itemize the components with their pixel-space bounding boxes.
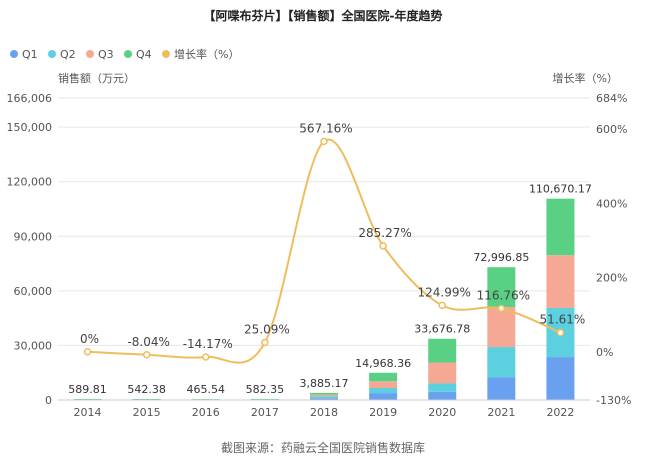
bar-total-label: 589.81	[68, 383, 107, 396]
bar-q2-2019	[369, 387, 398, 394]
y-left-tick-label: 0	[45, 394, 52, 407]
x-tick-label: 2016	[192, 406, 220, 419]
x-tick-label: 2020	[428, 406, 456, 419]
growth-line	[83, 137, 565, 364]
bar-q1-2018	[310, 398, 338, 400]
growth-point	[556, 328, 565, 337]
bar-q3-2021	[487, 307, 516, 348]
y-right-tick-label: -130%	[596, 394, 631, 407]
legend-marker-q4	[124, 50, 132, 58]
bar-q4-2021	[487, 267, 516, 308]
legend-marker-growth	[162, 50, 170, 58]
bar-q3-2022	[546, 255, 575, 308]
y-right-tick-label: 0%	[596, 346, 613, 359]
bar-q3-2020	[428, 362, 457, 384]
bar-total-label: 14,968.36	[355, 357, 411, 370]
grid	[58, 97, 590, 401]
y-left-tick-label: 150,000	[7, 121, 53, 134]
legend-label-q4: Q4	[136, 48, 152, 61]
bar-q4-2022	[546, 198, 575, 256]
y-right-tick-label: 684%	[596, 92, 627, 105]
bar-q4-2018	[310, 392, 338, 395]
bar-q2-2018	[310, 396, 338, 399]
legend-marker-q2	[48, 50, 56, 58]
axes: 0 30,000 60,000 90,000 120,000 150,000 166,006…	[7, 92, 632, 419]
y-axis-left-label: 销售额（万元）	[58, 71, 135, 85]
x-tick-label: 2019	[369, 406, 397, 419]
legend-label-growth: 增长率（%）	[174, 47, 239, 61]
bar-q4-2015	[132, 399, 161, 400]
legend-label-q3: Q3	[98, 48, 114, 61]
bar-total-label: 542.38	[127, 383, 166, 396]
legend: Q1 Q2 Q3 Q4 增长率（%）	[10, 47, 239, 61]
y-left-tick-label: 90,000	[14, 230, 53, 243]
source-note: 截图来源：药融云全国医院销售数据库	[221, 440, 425, 455]
bar-q4-2020	[428, 338, 457, 363]
growth-point	[142, 351, 151, 359]
bar-q1-2020	[428, 391, 457, 400]
bar-total-label: 582.35	[246, 383, 285, 396]
growth-point	[379, 242, 387, 250]
growth-label: 124.99%	[418, 285, 471, 299]
x-tick-label: 2022	[546, 406, 574, 419]
x-tick-label: 2021	[487, 406, 515, 419]
growth-point	[202, 353, 210, 361]
y-right-tick-label: 400%	[596, 197, 627, 210]
growth-label: 285.27%	[358, 226, 411, 240]
bar-total-label: 33,676.78	[414, 323, 470, 336]
y-right-tick-label: 200%	[596, 272, 627, 285]
y-right-tick-label: 600%	[596, 123, 627, 136]
chart-title: 【阿喋布芬片】【销售额】全国医院-年度趋势	[204, 8, 443, 23]
growth-label: 567.16%	[299, 121, 352, 135]
bar-q4-2016	[191, 399, 220, 400]
bar-total-label: 72,996.85	[473, 251, 529, 264]
growth-label: 116.76%	[477, 288, 530, 302]
bar-q4-2017	[250, 398, 279, 400]
legend-marker-q1	[10, 50, 18, 58]
growth-label: 25.09%	[244, 322, 290, 336]
bar-q1-2022	[546, 357, 575, 400]
growth-point	[261, 338, 269, 347]
bar-q2-2021	[487, 347, 516, 378]
x-tick-label: 2017	[251, 406, 279, 419]
bar-q3-2018	[310, 394, 338, 397]
growth-label: 51.61%	[540, 313, 586, 327]
y-left-tick-label: 166,006	[7, 92, 53, 105]
bar-q1-2021	[487, 377, 516, 400]
bars	[73, 198, 575, 401]
y-left-tick-label: 30,000	[14, 339, 53, 352]
bar-q3-2017	[250, 399, 279, 400]
bar-q2-2020	[428, 383, 457, 392]
y-axis-right-label: 增长率（%）	[553, 71, 618, 85]
growth-label: -8.04%	[127, 335, 169, 349]
bar-total-label: 3,885.17	[300, 377, 349, 390]
bar-q3-2019	[369, 381, 398, 388]
y-left-tick-label: 60,000	[14, 285, 53, 298]
bar-total-label: 465.54	[187, 383, 226, 396]
growth-point	[320, 137, 328, 146]
legend-label-q1: Q1	[22, 48, 38, 61]
data-labels: 589.81 542.38 465.54 582.35 3,885.17 14,968.3…	[68, 121, 592, 396]
x-tick-label: 2015	[133, 406, 161, 419]
growth-point	[83, 348, 92, 356]
x-tick-label: 2014	[74, 406, 102, 419]
legend-label-q2: Q2	[60, 48, 76, 61]
bar-q3-2014	[73, 399, 102, 400]
bar-q1-2019	[369, 393, 398, 400]
bar-q4-2019	[369, 372, 398, 382]
growth-label: -14.17%	[183, 337, 233, 351]
growth-point	[497, 304, 506, 313]
growth-label: 0%	[80, 332, 99, 346]
y-left-tick-label: 120,000	[7, 176, 53, 189]
legend-marker-q3	[86, 50, 94, 58]
growth-point	[438, 301, 446, 310]
x-tick-label: 2018	[310, 406, 338, 419]
bar-total-label: 110,670.17	[529, 183, 592, 196]
bar-q4-2014	[73, 398, 102, 400]
